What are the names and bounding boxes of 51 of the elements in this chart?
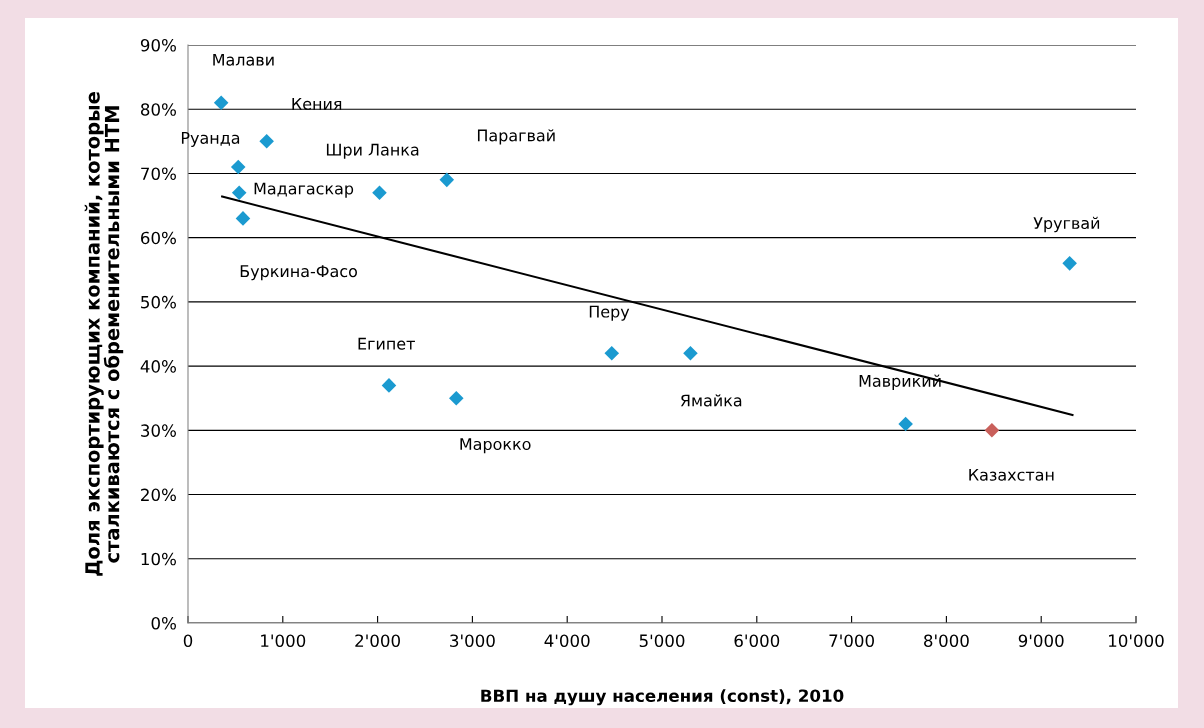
point [604,345,620,361]
annotation: Марокко [460,438,531,454]
point [1062,256,1077,271]
y-tick-label: 30% [141,424,176,437]
x-tick-label: 3'000 [450,634,495,648]
annotation: Египет [358,337,415,350]
point [230,159,246,175]
annotation: Казахстан [969,468,1054,481]
x-tick-label: 8'000 [924,634,969,648]
y-tick-label: 0% [151,616,176,630]
x-tick-label: 6'000 [734,634,780,648]
y-tick-label: 10% [141,552,176,566]
x-tick-label: 1'000 [261,634,306,648]
y-axis-title: Доля экспортирующих компаний, которые сталкиваются с обременительными НТМ [84,92,124,576]
x-tick-label: 2'000 [355,634,400,648]
annotation: Ямайка [680,394,742,407]
annotation: Малави [213,53,274,66]
point [259,134,274,149]
point [213,95,229,111]
x-tick-label: 5'000 [639,634,685,648]
annotation: Руанда [181,132,240,147]
annotation: Мадагаскар [254,182,354,198]
y-tick-label: 40% [140,360,176,373]
point [231,185,247,200]
annotation: Буркина-Фасо [240,265,357,281]
point [439,172,455,188]
x-tick-label: 10'000 [1109,634,1164,648]
x-tick-label: 7'000 [829,634,874,648]
point [449,390,464,406]
x-tick-label: 9'000 [1018,634,1064,648]
y-tick-label: 80% [140,103,176,116]
y-tick-label: 20% [141,488,176,502]
point [381,378,397,393]
annotation: Парагвай [477,129,555,145]
point [683,345,698,361]
x-tick-label: 4'000 [544,634,590,648]
y-tick-label: 50% [141,295,176,309]
point [372,185,387,200]
y-tick-label: 70% [141,167,176,181]
y-tick-label: 60% [141,231,176,245]
annotation: Маврикий [859,374,941,390]
annotation: Шри Ланка [326,143,419,159]
point [235,211,251,226]
annotation: Уругвай [1033,216,1100,233]
y-tick-label: 90% [140,38,176,52]
annotation: Перу [589,305,630,321]
point [898,416,913,432]
x-axis-title: ВВП на душу населения (const), 2010 [481,689,844,706]
annotation: Кения [292,97,342,110]
x-tick-label: 0 [183,634,193,648]
point [984,423,1000,438]
